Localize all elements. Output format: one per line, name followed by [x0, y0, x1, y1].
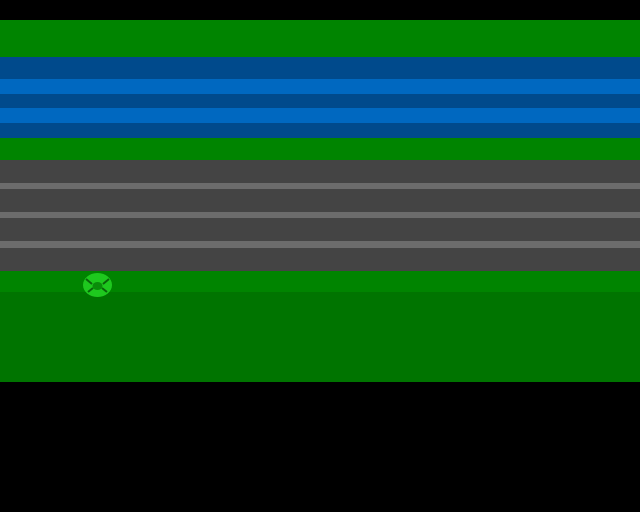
frog-legs: [85, 278, 110, 293]
river-lane: [0, 57, 640, 79]
lane-divider: [0, 241, 640, 248]
grass-top: [0, 20, 640, 57]
grass-start: [0, 271, 640, 292]
lane-divider: [0, 183, 640, 189]
grass-middle: [0, 138, 640, 160]
river-lane: [0, 79, 640, 94]
lane-divider: [0, 212, 640, 218]
frog: [83, 273, 112, 297]
river-lane: [0, 123, 640, 138]
grass-bottom: [0, 292, 640, 382]
frog-back: [92, 282, 103, 290]
river-lane: [0, 94, 640, 108]
river-lane: [0, 108, 640, 123]
